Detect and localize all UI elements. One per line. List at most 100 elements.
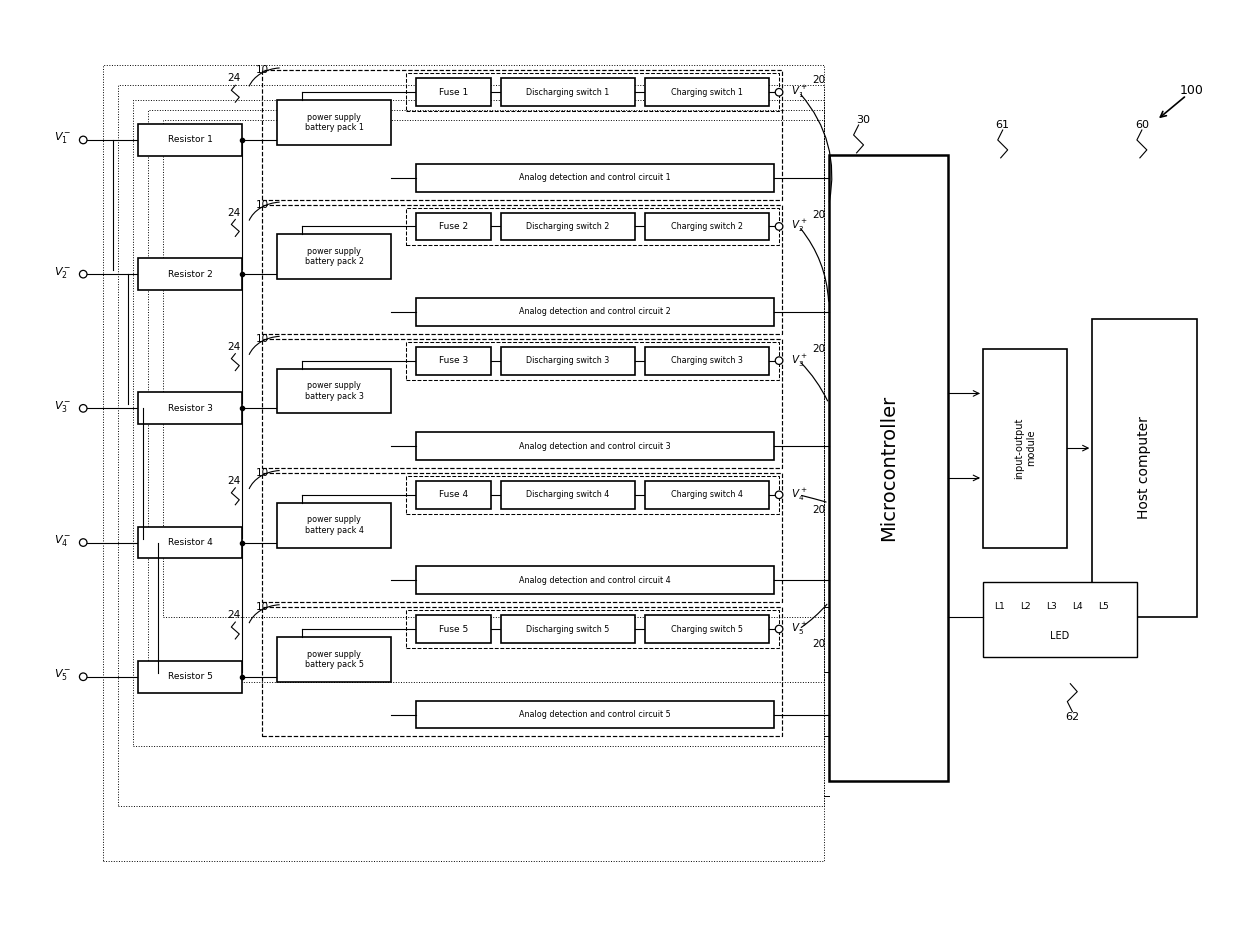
Bar: [162, 120, 823, 617]
Text: power supply
battery pack 4: power supply battery pack 4: [305, 515, 363, 535]
Text: Resistor 3: Resistor 3: [167, 404, 212, 412]
Text: 24: 24: [227, 610, 241, 620]
Bar: [645, 347, 769, 374]
Text: Charging switch 3: Charging switch 3: [671, 356, 743, 365]
Circle shape: [79, 405, 87, 412]
Text: input-output
module: input-output module: [1014, 417, 1035, 479]
Text: $V_5^-$: $V_5^-$: [53, 667, 71, 682]
Text: $V_3^+$: $V_3^+$: [791, 353, 807, 369]
Text: Resistor 2: Resistor 2: [167, 270, 212, 279]
Text: Discharging switch 1: Discharging switch 1: [526, 88, 609, 97]
Bar: [417, 701, 774, 729]
Circle shape: [775, 491, 782, 498]
Text: Analog detection and control circuit 2: Analog detection and control circuit 2: [520, 308, 671, 316]
Bar: [417, 298, 774, 326]
Text: power supply
battery pack 5: power supply battery pack 5: [305, 649, 363, 669]
Circle shape: [775, 356, 782, 365]
Text: Charging switch 2: Charging switch 2: [671, 222, 743, 231]
Text: $V_4^-$: $V_4^-$: [53, 533, 71, 548]
Text: 10: 10: [255, 65, 269, 76]
Bar: [138, 393, 242, 425]
Bar: [262, 204, 782, 334]
Text: Discharging switch 4: Discharging switch 4: [526, 491, 609, 499]
Text: $V_1^+$: $V_1^+$: [791, 84, 807, 100]
Text: $V_4^+$: $V_4^+$: [791, 487, 807, 503]
Text: 20: 20: [812, 343, 826, 354]
Bar: [645, 213, 769, 241]
Text: power supply
battery pack 1: power supply battery pack 1: [305, 113, 363, 132]
Text: 100: 100: [1179, 84, 1204, 97]
Text: Fuse 5: Fuse 5: [439, 624, 469, 634]
Text: 62: 62: [1065, 712, 1079, 721]
Text: L3: L3: [1047, 602, 1056, 611]
FancyArrowPatch shape: [801, 94, 832, 202]
Bar: [501, 78, 635, 106]
Bar: [417, 347, 491, 374]
Text: Analog detection and control circuit 3: Analog detection and control circuit 3: [520, 441, 671, 451]
Bar: [118, 85, 823, 806]
Text: 61: 61: [996, 120, 1009, 130]
Text: 20: 20: [812, 210, 826, 219]
Bar: [407, 341, 779, 380]
Bar: [501, 347, 635, 374]
Bar: [417, 78, 491, 106]
Bar: [417, 480, 491, 508]
Text: 20: 20: [812, 76, 826, 85]
Text: $V_2^+$: $V_2^+$: [791, 218, 807, 234]
Bar: [417, 213, 491, 241]
Text: L5: L5: [1097, 602, 1109, 611]
Bar: [277, 503, 392, 548]
Bar: [407, 476, 779, 514]
Bar: [138, 258, 242, 290]
Bar: [828, 155, 949, 781]
Text: L2: L2: [1021, 602, 1030, 611]
Bar: [138, 661, 242, 692]
Text: 60: 60: [1135, 120, 1149, 130]
Circle shape: [79, 136, 87, 144]
Text: $V_5^+$: $V_5^+$: [791, 621, 807, 637]
Bar: [407, 207, 779, 245]
Text: Discharging switch 5: Discharging switch 5: [526, 624, 610, 634]
Text: Charging switch 5: Charging switch 5: [671, 624, 743, 634]
Bar: [645, 615, 769, 643]
Circle shape: [79, 538, 87, 547]
Text: Fuse 2: Fuse 2: [439, 222, 467, 231]
Bar: [262, 339, 782, 468]
Text: L4: L4: [1071, 602, 1083, 611]
Text: 20: 20: [812, 639, 826, 649]
Bar: [138, 124, 242, 156]
Bar: [148, 110, 823, 682]
Text: 10: 10: [255, 200, 269, 210]
FancyArrowPatch shape: [801, 495, 826, 502]
Text: Discharging switch 2: Discharging switch 2: [526, 222, 610, 231]
Bar: [501, 480, 635, 508]
Text: Charging switch 4: Charging switch 4: [671, 491, 743, 499]
Circle shape: [775, 89, 782, 96]
Bar: [417, 615, 491, 643]
Bar: [262, 473, 782, 602]
Bar: [1092, 319, 1197, 617]
Bar: [262, 607, 782, 736]
Bar: [407, 610, 779, 648]
Bar: [103, 65, 823, 860]
Text: 10: 10: [255, 468, 269, 478]
Bar: [645, 78, 769, 106]
Text: $V_2^-$: $V_2^-$: [53, 265, 71, 280]
Bar: [645, 480, 769, 508]
Text: LED: LED: [1050, 631, 1069, 641]
Text: Resistor 5: Resistor 5: [167, 673, 212, 681]
Text: power supply
battery pack 3: power supply battery pack 3: [305, 382, 363, 400]
Circle shape: [79, 271, 87, 278]
Text: Analog detection and control circuit 4: Analog detection and control circuit 4: [520, 576, 671, 585]
FancyArrowPatch shape: [801, 229, 828, 301]
Bar: [277, 100, 392, 145]
Text: Fuse 1: Fuse 1: [439, 88, 469, 97]
Bar: [133, 100, 823, 746]
Text: 30: 30: [857, 115, 870, 125]
Text: 24: 24: [227, 476, 241, 486]
Text: 10: 10: [255, 334, 269, 343]
Text: Analog detection and control circuit 5: Analog detection and control circuit 5: [520, 710, 671, 719]
Text: Fuse 3: Fuse 3: [439, 356, 469, 365]
Text: 24: 24: [227, 341, 241, 352]
Text: power supply
battery pack 2: power supply battery pack 2: [305, 247, 363, 267]
